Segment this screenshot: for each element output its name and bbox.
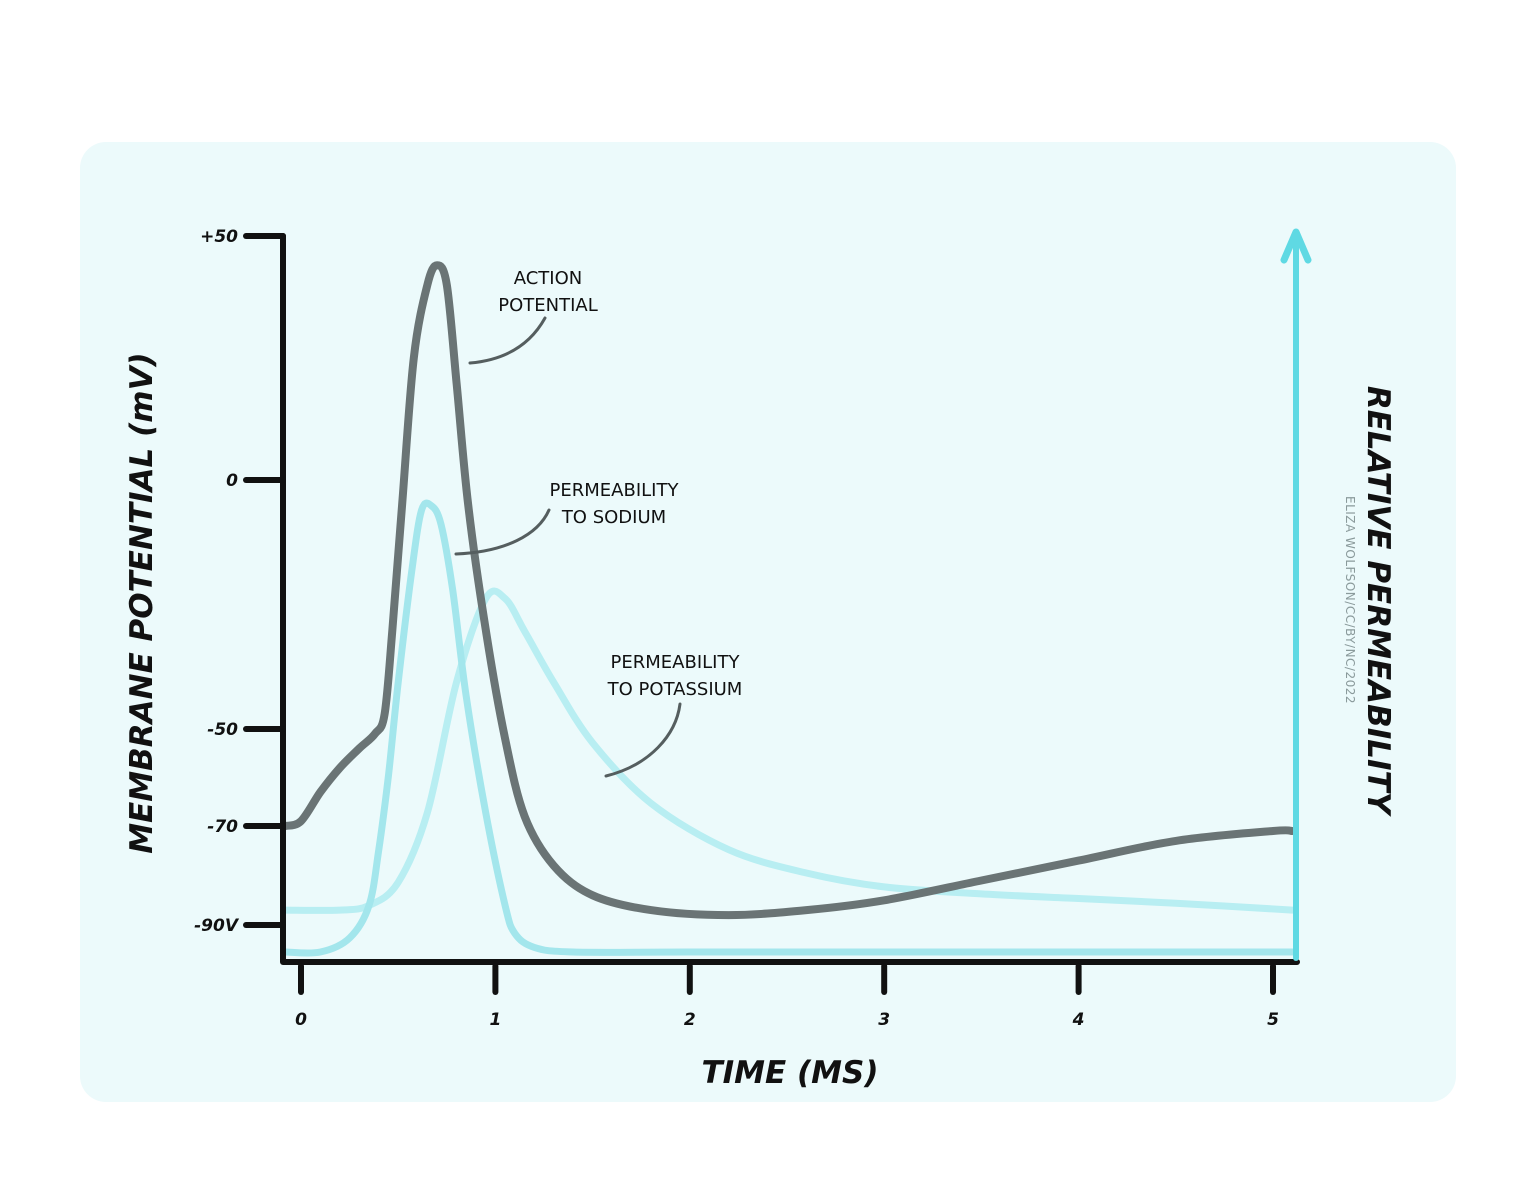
y2-axis-title: RELATIVE PERMEABILITY xyxy=(1360,386,1396,818)
right-axis-arrowhead xyxy=(1280,228,1312,264)
series-line-action-potential xyxy=(281,261,1297,920)
left-y-axis xyxy=(280,233,1300,965)
series-line-permeability-to-sodium xyxy=(281,499,1296,957)
axes-layer xyxy=(280,228,1312,965)
annotation-leader-permeability-to-sodium xyxy=(454,508,551,556)
annotation-text-action-potential-line-2: POTENTIAL xyxy=(498,295,598,316)
x-tick-label-0: 0 xyxy=(295,1010,307,1030)
y-tick-label-50: +50 xyxy=(200,227,238,247)
y-axis-title: MEMBRANE POTENTIAL (mV) xyxy=(124,352,160,853)
chart-card xyxy=(80,142,1456,1102)
y-tick-label-90v: -90V xyxy=(194,916,240,936)
annotation-leader-action-potential xyxy=(468,316,547,365)
annotation-leader-permeability-to-potassium xyxy=(604,702,682,778)
y-tick-label-0: 0 xyxy=(226,471,238,491)
x-axis-title: TIME (MS) xyxy=(701,1055,878,1091)
x-tick-label-4: 4 xyxy=(1072,1010,1085,1030)
credit-text: ELIZA WOLFSON/CC/BY/NC/2022 xyxy=(1343,496,1357,704)
annotation-text-permeability-to-sodium-line-2: TO SODIUM xyxy=(561,507,666,528)
series-line-permeability-to-potassium xyxy=(281,587,1296,914)
y-tick-label-70: -70 xyxy=(207,817,238,837)
x-tick-label-2: 2 xyxy=(684,1010,696,1030)
annotation-text-action-potential-line-1: ACTION xyxy=(514,268,583,289)
y-tick-label-50: -50 xyxy=(207,720,238,740)
x-tick-label-5: 5 xyxy=(1267,1010,1279,1030)
annotation-text-permeability-to-potassium-line-1: PERMEABILITY xyxy=(611,652,741,673)
ticks-layer: 0 1 2 3 4 5 +50 0 -50 -70 -90V xyxy=(194,227,1279,1030)
annotation-text-permeability-to-sodium-line-1: PERMEABILITY xyxy=(550,480,680,501)
x-tick-label-3: 3 xyxy=(878,1010,890,1030)
series-layer xyxy=(281,261,1297,957)
annotations-layer: ACTION POTENTIAL PERMEABILITY TO SODIUM PERM… xyxy=(454,268,743,778)
x-tick-label-1: 1 xyxy=(489,1010,501,1030)
annotation-text-permeability-to-potassium-line-2: TO POTASSIUM xyxy=(607,679,743,700)
